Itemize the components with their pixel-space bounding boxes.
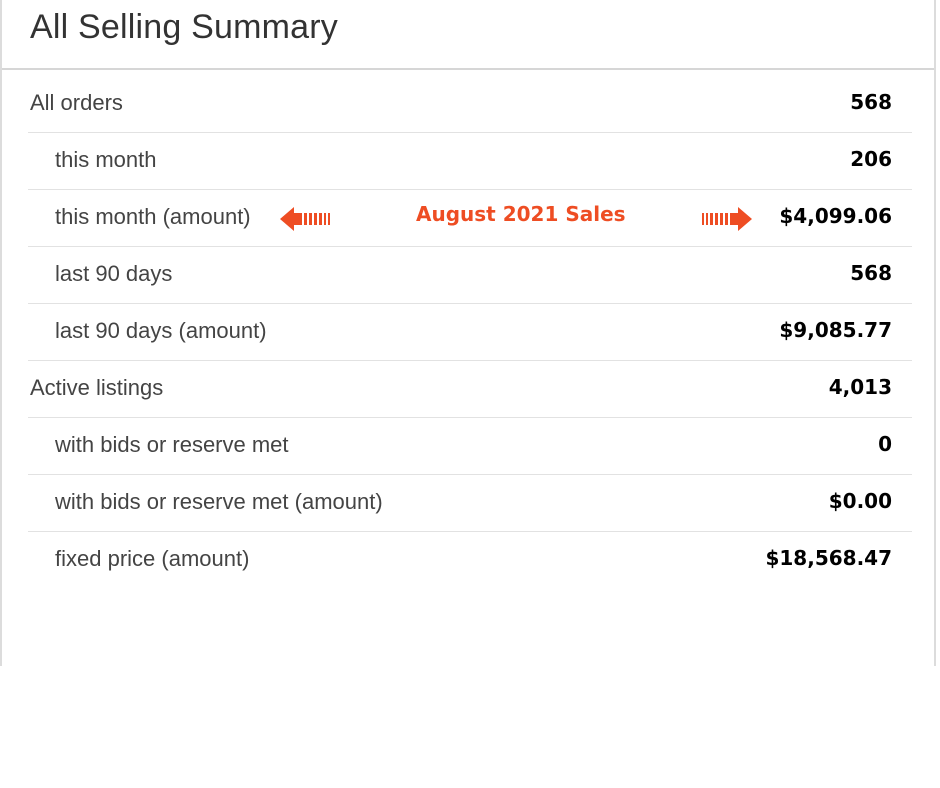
summary-row-all-orders[interactable]: All orders 568 bbox=[28, 76, 912, 133]
summary-row-last-90-days-amount[interactable]: last 90 days (amount) $9,085.77 bbox=[28, 304, 912, 361]
row-value: $0.00 bbox=[828, 489, 892, 513]
summary-row-last-90-days[interactable]: last 90 days 568 bbox=[28, 247, 912, 304]
row-value: $4,099.06 bbox=[779, 204, 892, 228]
summary-row-fixed-price-amount[interactable]: fixed price (amount) $18,568.47 bbox=[28, 532, 912, 588]
row-label: with bids or reserve met (amount) bbox=[55, 489, 383, 514]
summary-row-bids-reserve-met[interactable]: with bids or reserve met 0 bbox=[28, 418, 912, 475]
summary-row-this-month[interactable]: this month 206 bbox=[28, 133, 912, 190]
summary-row-this-month-amount[interactable]: this month (amount) August 2021 Sales bbox=[28, 190, 912, 247]
row-label: with bids or reserve met bbox=[55, 432, 289, 457]
summary-row-bids-reserve-met-amount[interactable]: with bids or reserve met (amount) $0.00 bbox=[28, 475, 912, 532]
arrow-right-icon bbox=[702, 207, 752, 231]
panel-title: All Selling Summary bbox=[30, 8, 339, 46]
row-value: 206 bbox=[850, 147, 892, 171]
selling-summary-panel: All Selling Summary All orders 568 this … bbox=[0, 0, 936, 666]
august-sales-annotation: August 2021 Sales bbox=[416, 202, 626, 226]
row-value: 0 bbox=[878, 432, 892, 456]
row-label: last 90 days bbox=[55, 261, 173, 286]
row-value: 568 bbox=[850, 261, 892, 285]
row-label: this month bbox=[55, 147, 157, 172]
row-value: 568 bbox=[850, 90, 892, 114]
row-label: Active listings bbox=[30, 375, 164, 400]
row-label: last 90 days (amount) bbox=[55, 318, 267, 343]
row-value: 4,013 bbox=[828, 375, 892, 399]
row-label: All orders bbox=[30, 90, 123, 115]
row-value: $9,085.77 bbox=[779, 318, 892, 342]
panel-header: All Selling Summary bbox=[2, 0, 934, 70]
row-label: this month (amount) bbox=[55, 204, 251, 229]
row-value: $18,568.47 bbox=[765, 546, 892, 570]
row-label: fixed price (amount) bbox=[55, 546, 250, 571]
arrow-left-icon bbox=[280, 207, 330, 231]
summary-list: All orders 568 this month 206 this month… bbox=[28, 76, 912, 588]
summary-row-active-listings[interactable]: Active listings 4,013 bbox=[28, 361, 912, 418]
